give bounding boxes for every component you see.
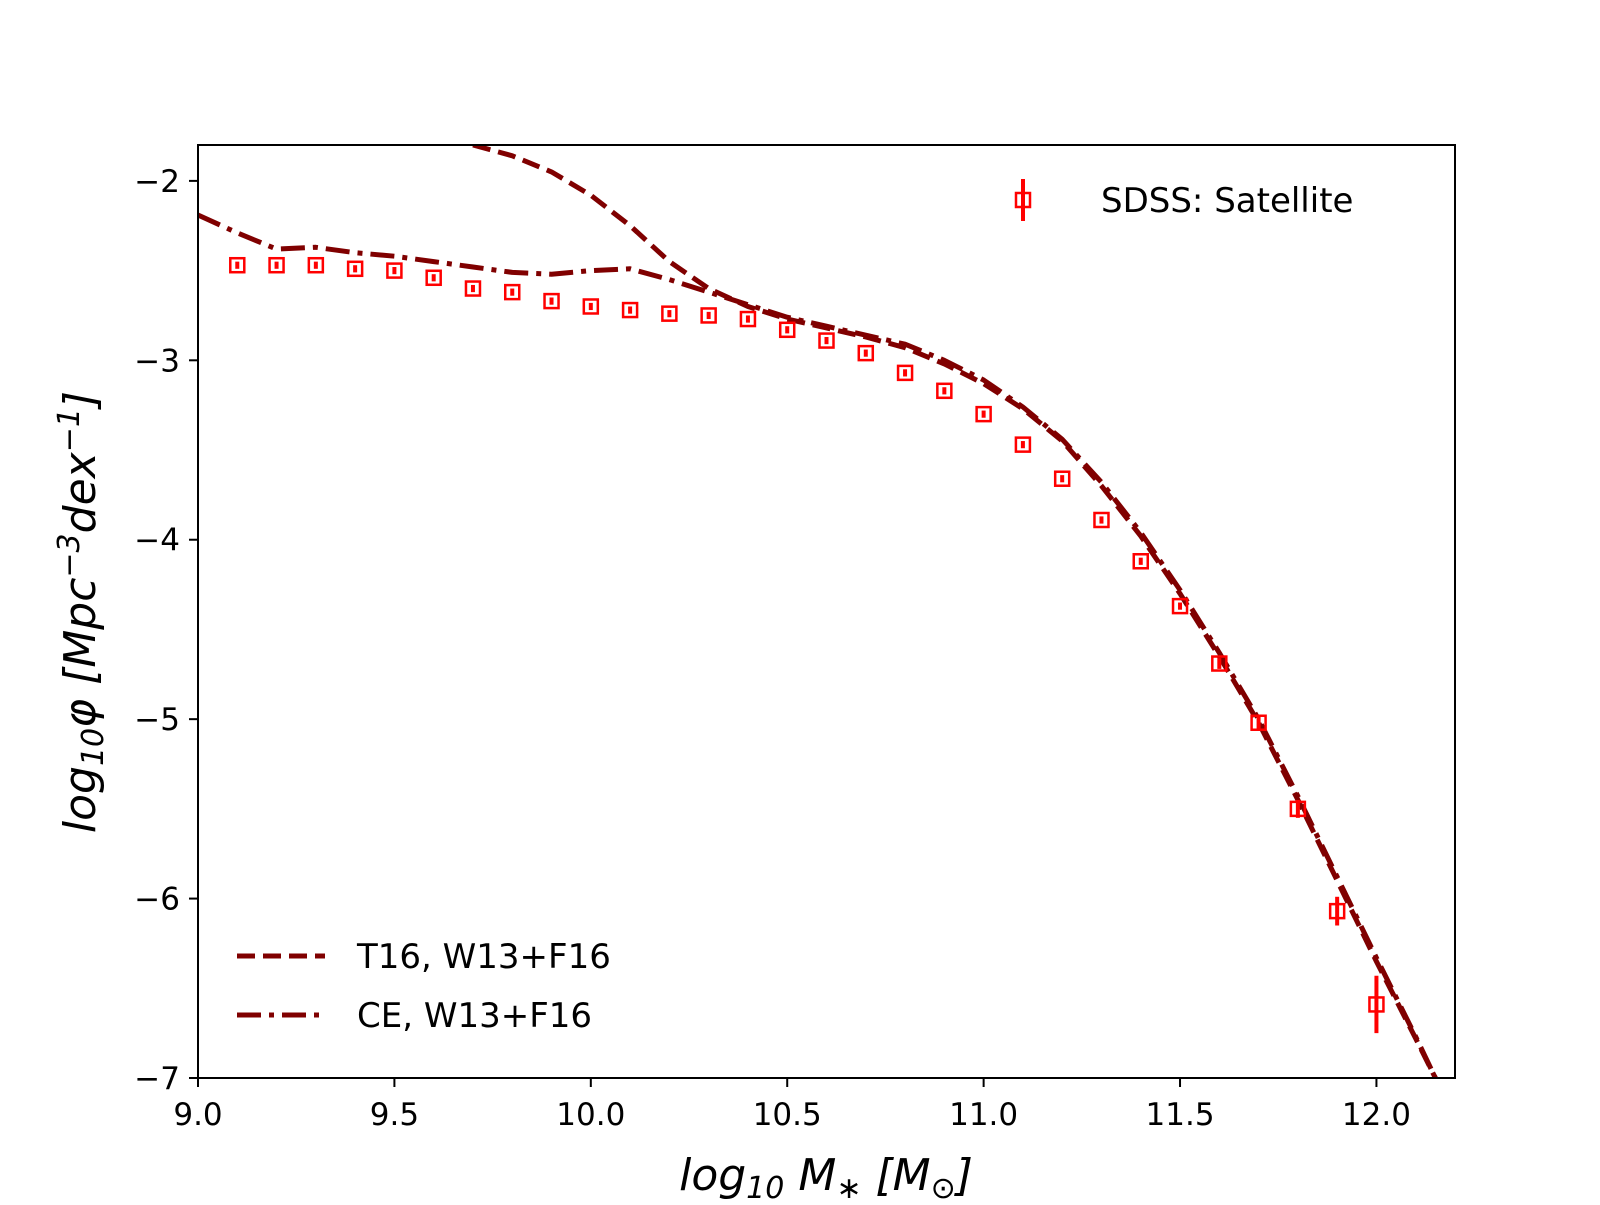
sdss-point [1053, 470, 1071, 487]
sdss-point [268, 256, 285, 274]
axes-frame [197, 144, 1456, 1079]
sdss-point [936, 382, 953, 400]
sdss-point [778, 321, 796, 339]
sdss-point [1093, 511, 1110, 529]
sdss-point [543, 292, 560, 310]
x-tick-label: 10.0 [556, 1097, 625, 1133]
sdss-point [1014, 436, 1032, 453]
sdss-point [1171, 597, 1189, 615]
legend-t16-label: T16, W13+F16 [356, 937, 611, 977]
series-t16-line [472, 145, 1438, 1078]
sdss-point [1289, 800, 1307, 818]
x-axis-label-log: log [679, 1150, 746, 1200]
sdss-point [739, 310, 757, 328]
sdss-point [425, 269, 442, 287]
y-tick-label: −4 [134, 523, 180, 559]
y-tick-label: −6 [134, 882, 180, 918]
sdss-point [975, 405, 992, 423]
x-tick-label: 9.5 [370, 1097, 419, 1133]
sdss-point [661, 305, 678, 322]
x-tick-label: 10.5 [753, 1097, 822, 1133]
legend-sdss-marker [1014, 191, 1032, 209]
y-axis-label-close: ] [55, 391, 106, 410]
x-axis-label-unit: [M [861, 1150, 930, 1200]
y-axis-label-sup1: −3 [52, 533, 87, 577]
x-axis-label-var-sub: ∗ [836, 1171, 861, 1200]
y-axis-label-sup2: −1 [52, 408, 87, 452]
sdss-point [307, 256, 325, 274]
x-axis-label-log-sub: 10 [746, 1171, 784, 1200]
legend-models: T16, W13+F16 CE, W13+F16 [237, 937, 611, 1036]
y-axis-label-log: log [55, 766, 106, 833]
sdss-point [1132, 553, 1149, 570]
x-tick-label: 12.0 [1342, 1097, 1411, 1133]
sdss-point [346, 260, 364, 278]
axis-ticks: 9.0 9.5 10.0 10.5 11.0 11.5 12.0 −7 −6 −5 −4 −3 −2 [134, 164, 1411, 1133]
y-axis-label-log-sub: 10 [76, 728, 111, 766]
sdss-point [896, 364, 914, 382]
y-axis-label-mid: dex [55, 451, 106, 533]
sdss-point [504, 283, 521, 301]
y-tick-label: −2 [134, 164, 180, 200]
sdss-point [1250, 714, 1267, 731]
y-tick-label: −3 [134, 343, 180, 379]
sdss-point [700, 307, 717, 324]
sdss-point [1211, 655, 1228, 672]
sdss-point [621, 301, 639, 319]
plot-area [198, 145, 1438, 1078]
y-tick-label: −5 [134, 702, 180, 738]
x-tick-label: 11.0 [949, 1097, 1018, 1133]
sdss-point [1368, 996, 1385, 1013]
legend-sdss-label: SDSS: Satellite [1101, 181, 1353, 221]
legend-ce-label: CE, W13+F16 [357, 996, 592, 1036]
x-tick-label: 9.0 [173, 1097, 222, 1133]
x-tick-label: 11.5 [1146, 1097, 1215, 1133]
sdss-point [1328, 902, 1346, 920]
y-axis-label: log10φ [Mpc−3dex−1] [52, 391, 111, 833]
sdss-point [857, 344, 875, 362]
x-axis-label: log10 M∗ [M⊙] [679, 1150, 973, 1200]
x-axis-label-unit-sub: ⊙ [931, 1171, 956, 1200]
legend-data: SDSS: Satellite [1014, 179, 1353, 221]
y-axis-label-var: φ [Mpc [55, 578, 106, 728]
x-axis-label-var: M [784, 1150, 836, 1200]
sdss-point [229, 256, 246, 274]
series-ce-line [198, 212, 1438, 1078]
x-axis-label-close: ] [954, 1150, 973, 1200]
y-tick-label: −7 [134, 1061, 180, 1097]
sdss-point [582, 298, 600, 315]
sdss-point [464, 280, 482, 297]
sdss-point [386, 262, 403, 279]
sdss-point [818, 332, 835, 349]
